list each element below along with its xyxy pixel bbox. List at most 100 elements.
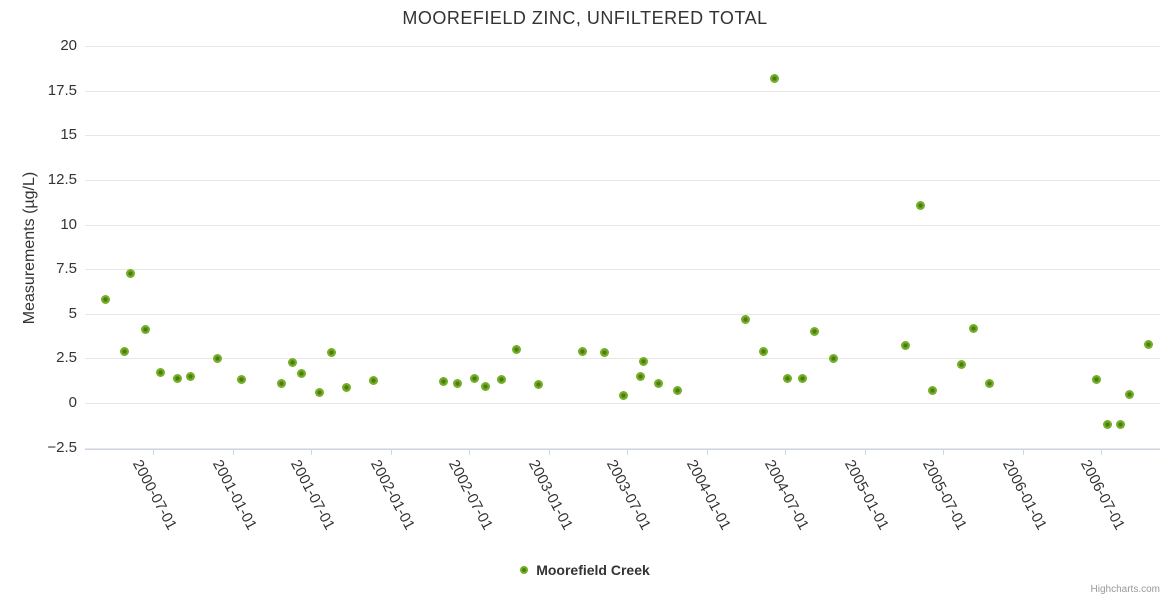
y-gridline <box>85 224 1160 226</box>
x-axis-tick-label: 2001-07-01 <box>286 457 339 533</box>
data-point[interactable] <box>326 347 336 357</box>
x-axis-tick <box>232 449 234 455</box>
data-point[interactable] <box>533 379 543 389</box>
x-axis-tick <box>785 449 787 455</box>
x-axis-tick <box>627 449 629 455</box>
data-point[interactable] <box>985 378 995 388</box>
x-axis-tick <box>706 449 708 455</box>
x-axis-tick <box>943 449 945 455</box>
data-point[interactable] <box>639 356 649 366</box>
data-point[interactable] <box>155 368 165 378</box>
data-point[interactable] <box>578 346 588 356</box>
y-axis-tick-label: −2.5 <box>47 438 77 456</box>
x-axis-tick <box>865 449 867 455</box>
y-axis-tick-label: 20 <box>60 37 77 54</box>
data-point[interactable] <box>469 373 479 383</box>
data-point[interactable] <box>619 391 629 401</box>
x-axis-tick-label: 2003-07-01 <box>603 457 655 533</box>
y-axis-tick-label: 5 <box>68 304 77 322</box>
data-point[interactable] <box>496 375 506 385</box>
y-axis-title: Measurements (µg/L) <box>21 171 38 325</box>
data-point[interactable] <box>810 327 820 337</box>
data-point[interactable] <box>828 353 838 363</box>
data-point[interactable] <box>653 378 663 388</box>
data-point[interactable] <box>740 314 750 324</box>
x-axis-tick <box>1023 449 1025 455</box>
y-gridline <box>85 313 1160 315</box>
data-point[interactable] <box>672 386 682 395</box>
data-point[interactable] <box>798 374 808 384</box>
data-point[interactable] <box>901 341 911 351</box>
x-axis-tick <box>548 449 550 455</box>
y-axis-tick-label: 15 <box>60 126 77 144</box>
y-axis-tick-label: 2.5 <box>56 349 77 367</box>
x-axis-tick <box>311 449 312 455</box>
legend-marker-icon <box>520 566 529 574</box>
data-point[interactable] <box>957 360 967 370</box>
y-axis-tick-label: 10 <box>60 215 77 233</box>
data-point[interactable] <box>126 269 136 279</box>
data-point[interactable] <box>599 347 609 357</box>
y-gridline <box>85 135 1160 137</box>
data-point[interactable] <box>439 377 449 387</box>
y-axis-tick-label: 7.5 <box>56 260 77 278</box>
x-axis-tick-label: 2004-01-01 <box>682 457 734 533</box>
y-gridline <box>85 403 1160 404</box>
x-axis-tick <box>390 449 392 455</box>
data-point[interactable] <box>140 325 150 335</box>
x-axis-tick-label: 2004-07-01 <box>761 457 813 533</box>
data-point[interactable] <box>369 376 379 386</box>
x-axis-tick-label: 2005-01-01 <box>841 457 893 533</box>
data-point[interactable] <box>101 294 111 304</box>
x-axis-line <box>85 449 1160 450</box>
x-axis-tick-label: 2001-01-01 <box>208 457 260 533</box>
data-point[interactable] <box>453 378 463 388</box>
x-axis-tick <box>1101 449 1103 455</box>
y-gridline <box>85 447 1160 449</box>
data-point[interactable] <box>119 346 129 356</box>
x-axis-tick <box>153 449 154 455</box>
x-axis-tick <box>469 449 471 455</box>
y-gridline <box>85 90 1160 92</box>
x-axis-tick-label: 2003-01-01 <box>524 457 576 533</box>
x-axis-tick-label: 2000-07-01 <box>128 457 181 533</box>
data-point[interactable] <box>1103 419 1113 429</box>
y-gridline <box>85 269 1160 271</box>
y-axis-tick-label: 12.5 <box>47 170 77 188</box>
data-point[interactable] <box>770 73 780 83</box>
x-axis-tick-label: 2002-07-01 <box>445 457 497 533</box>
data-point[interactable] <box>968 324 978 334</box>
data-point[interactable] <box>759 346 769 356</box>
data-point[interactable] <box>512 344 522 354</box>
x-axis-tick-label: 2002-01-01 <box>366 457 418 533</box>
y-gridline <box>85 46 1160 47</box>
data-point[interactable] <box>481 381 491 391</box>
legend-series-label: Moorefield Creek <box>536 562 650 578</box>
data-point[interactable] <box>296 369 306 379</box>
data-point[interactable] <box>287 358 297 368</box>
legend[interactable]: Moorefield Creek <box>0 562 1170 578</box>
y-gridline <box>85 179 1160 181</box>
data-point[interactable] <box>186 371 196 381</box>
data-point[interactable] <box>928 386 938 395</box>
data-point[interactable] <box>172 374 182 384</box>
y-axis-tick-label: 0 <box>68 394 77 411</box>
data-point[interactable] <box>314 387 324 397</box>
y-gridline <box>85 358 1160 360</box>
data-point[interactable] <box>1115 419 1125 429</box>
data-point[interactable] <box>237 375 247 385</box>
data-point[interactable] <box>1144 340 1154 350</box>
data-point[interactable] <box>1092 375 1102 385</box>
x-axis-tick-label: 2005-07-01 <box>919 457 971 533</box>
data-point[interactable] <box>1125 389 1135 399</box>
highcharts-credits-link[interactable]: Highcharts.com <box>1090 584 1160 595</box>
data-point[interactable] <box>635 371 645 381</box>
data-point[interactable] <box>277 378 287 388</box>
y-axis-tick-label: 17.5 <box>47 81 77 99</box>
data-point[interactable] <box>341 383 351 393</box>
x-axis-tick-label: 2006-07-01 <box>1077 457 1129 533</box>
data-point[interactable] <box>212 353 222 363</box>
data-point[interactable] <box>783 373 793 383</box>
data-point[interactable] <box>915 201 925 211</box>
